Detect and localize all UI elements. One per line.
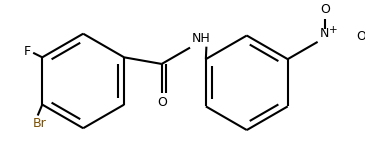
- Text: NH: NH: [192, 32, 211, 45]
- Text: Br: Br: [32, 117, 46, 130]
- Text: O: O: [356, 30, 365, 43]
- Text: O: O: [320, 3, 330, 16]
- Text: O: O: [157, 96, 167, 109]
- Text: N: N: [319, 27, 329, 40]
- Text: +: +: [328, 25, 337, 35]
- Text: F: F: [24, 45, 31, 58]
